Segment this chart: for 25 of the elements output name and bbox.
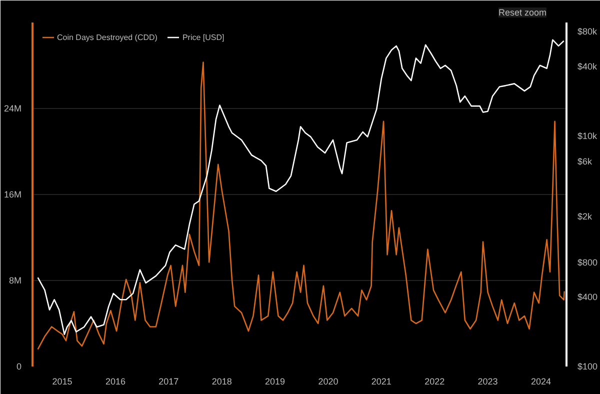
y-tick-label: 8M	[9, 276, 22, 286]
legend-label: Coin Days Destroyed (CDD)	[57, 32, 158, 42]
text: Reset zoom	[498, 8, 547, 18]
x-tick-label: 2021	[371, 376, 392, 386]
y2-tick-label: $400	[578, 292, 598, 302]
y2-tick-label: $800	[578, 257, 598, 268]
y2-tick-label: $6k	[578, 156, 593, 166]
y-tick-label: 0	[16, 362, 22, 372]
y2-tick-label: $80k	[578, 26, 598, 37]
x-tick-label: 2020	[318, 376, 338, 386]
y2-tick-label: $2k	[578, 211, 593, 222]
x-tick-label: 2015	[52, 376, 72, 386]
x-tick-label: 2018	[212, 376, 232, 386]
x-tick-label: 2017	[158, 376, 179, 386]
y2-tick-label: $100	[578, 362, 598, 372]
y-tick-label: 24M	[4, 104, 22, 114]
y2-tick-label: $40k	[578, 61, 598, 72]
x-tick-label: 2023	[478, 376, 498, 386]
x-tick-label: 2024	[530, 376, 551, 386]
x-tick-label: 2019	[265, 376, 286, 386]
legend-label: Price [USD]	[182, 32, 224, 42]
x-tick-label: 2022	[424, 376, 445, 386]
y2-tick-label: $10k	[578, 130, 598, 141]
x-tick-label: 2016	[105, 376, 126, 386]
y-tick-label: 16M	[4, 190, 22, 200]
